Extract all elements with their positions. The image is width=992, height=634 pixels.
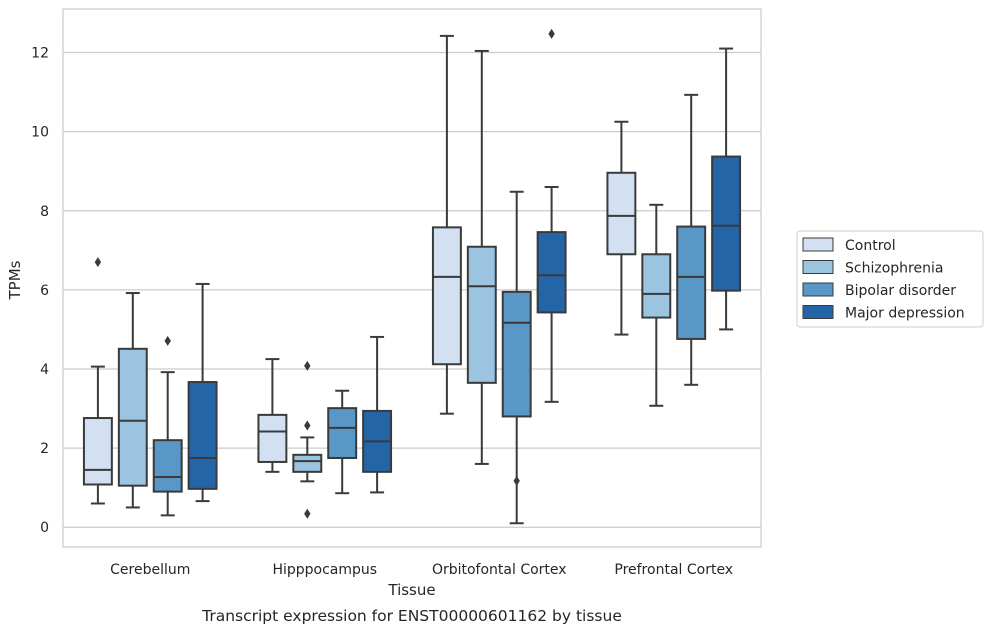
box-iqr [606,171,637,256]
legend-label: Control [845,238,896,254]
box-schizophrenia [117,292,148,509]
box-iqr [152,439,183,493]
y-axis-label: TPMs [6,260,24,300]
outlier-point [513,475,520,486]
chart-caption: Transcript expression for ENST0000060116… [201,607,622,625]
box-iqr [327,407,358,459]
outlier-point [548,28,555,39]
outlier-point [164,335,171,346]
box-major-depression [536,28,567,403]
y-tick-label: 2 [40,441,49,457]
plot-frame [62,8,762,548]
box-iqr [187,381,218,490]
box-schizophrenia [292,360,323,519]
outlier-point [304,360,311,371]
outlier-point [94,257,102,268]
legend-swatch [802,282,834,297]
outlier-point [304,420,311,431]
box-control [257,358,288,473]
legend-frame [796,230,984,328]
box-major-depression [362,335,393,494]
box-major-depression [187,282,218,503]
box-schizophrenia [466,49,497,465]
legend-swatch [802,305,834,319]
y-tick-label: 8 [40,204,49,220]
box-iqr [82,417,113,486]
box-iqr [536,231,567,314]
legend: Control Schizophrenia Bipolar disorder Majo… [796,230,984,328]
x-axis-label: Tissue [387,581,435,599]
x-tick-labels: Cerebellum Hipppocampus Orbitofontal Corte… [110,562,733,578]
box-control [431,34,462,415]
box-iqr [117,347,148,487]
box-bipolar-disorder [501,190,532,525]
legend-label: Major depression [845,306,965,322]
y-tick-label: 12 [31,46,49,62]
box-iqr [257,413,288,463]
box-bipolar-disorder [676,93,707,386]
box-schizophrenia [641,203,672,407]
box-iqr [431,226,462,366]
x-tick-label: Orbitofontal Cortex [432,562,567,578]
box-iqr [292,453,323,473]
box-iqr [501,290,532,418]
box-iqr [676,225,707,340]
y-tick-label: 4 [40,362,49,378]
y-tick-labels: 0 2 4 6 8 10 12 [31,46,49,537]
box-iqr [641,253,672,319]
legend-swatch [802,260,834,274]
box-iqr [711,155,742,292]
y-tick-label: 6 [40,283,49,299]
box-bipolar-disorder [327,389,358,495]
box-groups [82,28,742,525]
legend-label: Bipolar disorder [845,283,956,299]
x-tick-label: Cerebellum [110,562,190,578]
legend-swatch [802,237,834,252]
y-tick-label: 10 [31,125,49,141]
y-tick-label: 0 [40,520,49,536]
box-control [82,257,113,505]
legend-label: Schizophrenia [845,261,943,277]
x-tick-label: Prefrontal Cortex [614,562,733,578]
box-control [606,120,637,336]
box-iqr [466,245,497,384]
outlier-point [304,508,311,519]
x-tick-label: Hipppocampus [272,562,377,578]
box-major-depression [711,47,742,331]
box-bipolar-disorder [152,335,183,517]
